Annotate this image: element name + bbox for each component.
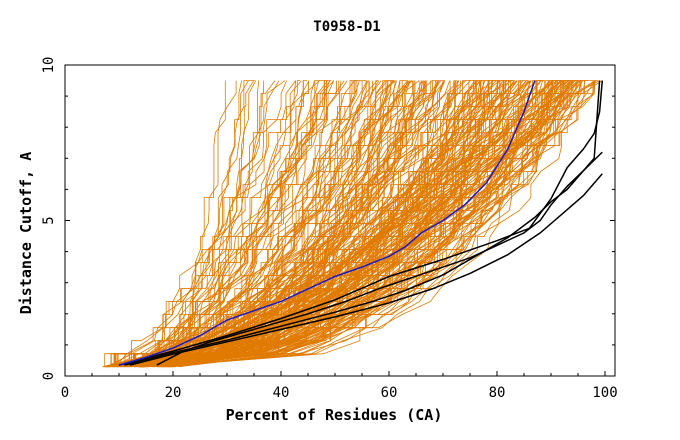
background-model-line: [104, 80, 586, 368]
background-model-line: [142, 80, 373, 368]
y-tick-label: 10: [41, 57, 57, 74]
background-model-line: [174, 80, 370, 368]
background-model-line: [108, 80, 286, 368]
background-model-line: [123, 80, 237, 368]
background-model-line: [128, 80, 276, 368]
reference-model-line: [118, 80, 604, 366]
background-model-line: [143, 80, 596, 368]
background-model-line: [164, 80, 599, 368]
reference-model-line: [129, 173, 603, 366]
x-tick-label: 80: [489, 385, 506, 401]
y-tick-label: 0: [41, 372, 57, 380]
background-model-line: [168, 80, 456, 368]
background-model-line: [156, 80, 370, 368]
background-model-line: [121, 80, 477, 368]
x-tick-label: 20: [165, 385, 182, 401]
background-model-line: [125, 80, 330, 368]
background-model-line: [131, 80, 506, 368]
x-axis-label: Percent of Residues (CA): [226, 406, 443, 424]
background-model-line: [158, 80, 595, 368]
background-model-line: [147, 80, 257, 368]
x-tick-label: 40: [273, 385, 290, 401]
x-tick-label: 100: [592, 385, 617, 401]
highlighted-model-line: [118, 80, 536, 366]
background-model-line: [161, 80, 355, 368]
background-model-line: [128, 80, 481, 368]
background-model-line: [117, 80, 409, 368]
highlighted-model-curve: [118, 80, 536, 366]
background-model-line: [151, 80, 300, 368]
background-model-line: [128, 80, 401, 368]
x-axis-ticks: 0 20 40 60 80 100: [61, 371, 618, 401]
background-model-line: [135, 80, 455, 367]
background-model-line: [163, 80, 559, 368]
background-model-line: [120, 80, 325, 368]
y-tick-label: 5: [41, 216, 57, 224]
background-model-line: [133, 80, 562, 367]
background-model-line: [167, 80, 358, 368]
background-model-line: [116, 80, 335, 368]
reference-model-line: [124, 80, 601, 366]
reference-model-line: [156, 151, 603, 366]
background-model-line: [141, 80, 297, 368]
background-model-line: [178, 80, 565, 368]
background-model-line: [162, 80, 594, 368]
background-model-line: [141, 80, 537, 368]
chart-title: T0958-D1: [313, 19, 380, 35]
background-model-line: [128, 80, 413, 368]
plot-area: [102, 80, 604, 368]
background-model-line: [163, 80, 494, 367]
background-model-line: [171, 80, 408, 368]
x-tick-label: 0: [61, 385, 69, 401]
reference-model-curves: [118, 80, 604, 366]
background-model-line: [162, 80, 516, 368]
y-axis-ticks: 0 5 10: [41, 57, 615, 380]
background-model-line: [135, 80, 461, 368]
x-tick-label: 60: [381, 385, 398, 401]
background-model-line: [132, 80, 226, 368]
background-model-line: [142, 80, 287, 368]
background-model-line: [147, 80, 564, 368]
y-axis-label: Distance Cutoff, A: [17, 152, 35, 315]
background-model-line: [154, 80, 518, 368]
background-model-line: [162, 80, 260, 368]
